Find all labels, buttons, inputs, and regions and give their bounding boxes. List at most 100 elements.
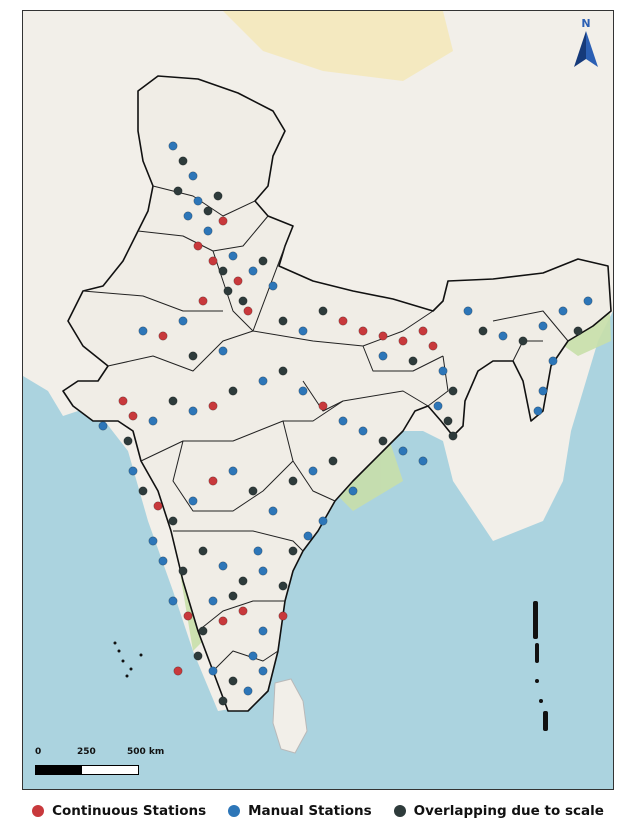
station-manual — [158, 556, 168, 566]
station-overlapping — [518, 336, 528, 346]
station-manual — [268, 281, 278, 291]
scale-labels: 0 250 500 km — [33, 745, 193, 761]
station-continuous — [208, 401, 218, 411]
north-arrow: N — [571, 17, 601, 69]
legend: Continuous Stations Manual Stations Over… — [0, 796, 636, 826]
station-manual — [193, 196, 203, 206]
station-overlapping — [188, 351, 198, 361]
station-continuous — [428, 341, 438, 351]
map-canvas[interactable] — [23, 11, 613, 789]
legend-item-continuous: Continuous Stations — [32, 803, 206, 819]
station-continuous — [158, 331, 168, 341]
station-overlapping — [278, 316, 288, 326]
station-overlapping — [318, 306, 328, 316]
station-manual — [378, 351, 388, 361]
station-continuous — [338, 316, 348, 326]
station-overlapping — [248, 486, 258, 496]
station-overlapping — [573, 326, 583, 336]
station-overlapping — [198, 546, 208, 556]
station-manual — [183, 211, 193, 221]
station-manual — [258, 566, 268, 576]
station-manual — [418, 456, 428, 466]
map-frame[interactable]: N 0 250 500 km — [22, 10, 614, 790]
station-overlapping — [258, 256, 268, 266]
station-manual — [533, 406, 543, 416]
station-overlapping — [218, 266, 228, 276]
station-manual — [188, 406, 198, 416]
station-manual — [208, 596, 218, 606]
station-manual — [98, 421, 108, 431]
station-manual — [258, 376, 268, 386]
sri-lanka — [272, 678, 308, 754]
station-overlapping — [478, 326, 488, 336]
station-overlapping — [168, 516, 178, 526]
legend-label-overlapping: Overlapping due to scale — [413, 803, 604, 819]
station-manual — [358, 426, 368, 436]
station-overlapping — [178, 566, 188, 576]
station-overlapping — [213, 191, 223, 201]
station-manual — [498, 331, 508, 341]
station-continuous — [198, 296, 208, 306]
station-manual — [168, 141, 178, 151]
station-manual — [548, 356, 558, 366]
station-continuous — [218, 616, 228, 626]
station-continuous — [358, 326, 368, 336]
station-manual — [538, 386, 548, 396]
station-manual — [308, 466, 318, 476]
station-manual — [243, 686, 253, 696]
station-overlapping — [178, 156, 188, 166]
station-manual — [253, 546, 263, 556]
station-overlapping — [238, 576, 248, 586]
station-overlapping — [223, 286, 233, 296]
station-manual — [188, 496, 198, 506]
station-overlapping — [448, 431, 458, 441]
lakshadweep-islands — [113, 641, 143, 678]
station-manual — [433, 401, 443, 411]
scale-label-0: 0 — [35, 747, 42, 757]
station-overlapping — [328, 456, 338, 466]
station-overlapping — [378, 436, 388, 446]
station-continuous — [183, 611, 193, 621]
legend-marker-continuous — [32, 805, 45, 817]
station-continuous — [128, 411, 138, 421]
station-manual — [128, 466, 138, 476]
station-manual — [558, 306, 568, 316]
station-continuous — [173, 666, 183, 676]
station-manual — [228, 466, 238, 476]
station-continuous — [193, 241, 203, 251]
scale-segment-white — [81, 765, 139, 775]
station-overlapping — [138, 486, 148, 496]
station-manual — [178, 316, 188, 326]
station-overlapping — [173, 186, 183, 196]
desert-region — [223, 11, 453, 81]
station-overlapping — [443, 416, 453, 426]
station-continuous — [318, 401, 328, 411]
station-manual — [248, 266, 258, 276]
station-manual — [188, 171, 198, 181]
station-continuous — [243, 306, 253, 316]
scale-bar: 0 250 500 km — [33, 745, 193, 781]
station-overlapping — [408, 356, 418, 366]
andaman-nicobar-islands — [533, 601, 548, 731]
station-manual — [203, 226, 213, 236]
station-overlapping — [168, 396, 178, 406]
station-manual — [348, 486, 358, 496]
station-manual — [168, 596, 178, 606]
legend-label-continuous: Continuous Stations — [52, 803, 207, 819]
station-manual — [298, 326, 308, 336]
station-overlapping — [203, 206, 213, 216]
scale-label-250: 250 — [77, 747, 96, 757]
station-overlapping — [288, 476, 298, 486]
station-overlapping — [193, 651, 203, 661]
station-continuous — [238, 606, 248, 616]
station-manual — [218, 561, 228, 571]
station-overlapping — [228, 676, 238, 686]
station-overlapping — [448, 386, 458, 396]
station-overlapping — [288, 546, 298, 556]
scale-segment-black — [35, 765, 83, 775]
station-manual — [463, 306, 473, 316]
station-manual — [398, 446, 408, 456]
station-manual — [298, 386, 308, 396]
station-manual — [538, 321, 548, 331]
station-continuous — [378, 331, 388, 341]
